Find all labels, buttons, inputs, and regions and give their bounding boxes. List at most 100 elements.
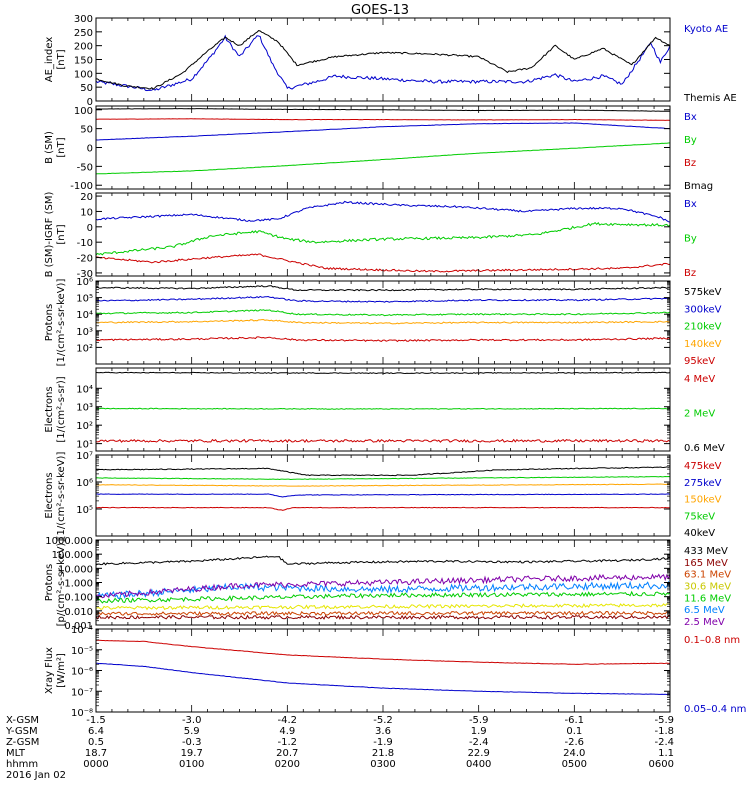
x-axis-value: 24.0: [563, 748, 585, 759]
x-axis-value: 0500: [562, 759, 587, 770]
y-tick-label-protons1: 10⁶: [76, 277, 93, 288]
legend-label-protons1-4: 95keV: [684, 356, 715, 367]
panel-frame-electrons2: [95, 454, 671, 537]
y-tick-label-db: -10: [77, 238, 93, 249]
series-line-protons1-0: [96, 285, 670, 292]
x-axis-table: X-GSM -1.5 -3.0 -4.2 -5.2 -5.9 -6.1 -5.9 Y-GSM 6.…: [5, 715, 674, 781]
y-tick-label-b: 100: [74, 106, 93, 117]
legend-label-electrons2-0: 475keV: [684, 461, 722, 472]
y-axis-label-ae-1: [nT]: [56, 49, 67, 69]
y-tick-label-protons2: 10.000: [58, 564, 93, 575]
legend-label-electrons1-0: 4 MeV: [684, 374, 715, 385]
y-axis-label-xray-1: [W/m²]: [56, 653, 67, 688]
legend-label-db-2: Bz: [684, 268, 696, 279]
y-tick-label-ae: 100: [74, 69, 93, 80]
y-axis-label-b-1: [nT]: [56, 137, 67, 157]
panel-protons1: 575keV 300keV 210keV 140keV 95keV 10² 10³ 10⁴ 10…: [44, 277, 722, 367]
y-axis-label-db-0: B (SM)-IGRF (SM): [44, 192, 55, 278]
x-axis-value: 0.5: [88, 737, 104, 748]
x-axis-value: 3.6: [375, 726, 391, 737]
x-axis-value: -6.1: [565, 715, 585, 726]
x-axis-value: -3.0: [182, 715, 202, 726]
x-axis-value: 5.9: [184, 726, 200, 737]
y-tick-label-db: -20: [77, 254, 93, 265]
x-axis-value: 0.1: [566, 726, 582, 737]
y-tick-label-xray: 10⁻⁷: [71, 687, 93, 698]
x-axis-value: -0.3: [182, 737, 202, 748]
figure-title: GOES-13: [351, 3, 409, 18]
y-tick-label-db: -30: [77, 269, 93, 280]
y-tick-label-electrons1: 10¹: [76, 440, 93, 451]
y-tick-label-electrons2: 10⁶: [76, 478, 93, 489]
series-line-electrons2-2: [96, 483, 670, 487]
y-tick-label-db: 10: [80, 207, 93, 218]
y-tick-label-protons2: 0.010: [64, 607, 93, 618]
y-tick-label-electrons1: 10³: [76, 403, 93, 414]
y-tick-label-electrons1: 10⁴: [76, 384, 93, 395]
legend-label-protons2-1: 165 MeV: [684, 558, 728, 569]
y-tick-label-ae: 200: [74, 42, 93, 53]
series-line-protons1-4: [96, 336, 670, 343]
y-axis-label-b-0: B (SM): [44, 131, 55, 164]
legend-label-electrons1-2: 0.6 MeV: [684, 443, 725, 454]
series-line-protons2-3: [96, 603, 670, 611]
x-axis-value: -2.4: [654, 737, 674, 748]
series-line-protons2-6: [96, 573, 670, 599]
y-axis-label-db-1: [nT]: [56, 224, 67, 244]
legend-label-ae-1: Themis AE: [683, 93, 737, 104]
y-axis-label-electrons1-0: Electrons: [44, 386, 55, 432]
y-tick-label-protons2: 1000.000: [45, 536, 93, 547]
panel-db: Bx By Bz -30 -20 -10 0 10 20 B (SM)-IGRF (SM) [nT]: [44, 192, 697, 280]
y-tick-label-electrons1: 10²: [76, 421, 93, 432]
x-axis-value: 4.9: [279, 726, 295, 737]
y-axis-label-electrons1-1: [1/(cm²-s-sr)]: [56, 376, 67, 442]
x-axis-value: 0200: [275, 759, 300, 770]
series-line-ae-0: [96, 34, 670, 92]
legend-label-protons1-2: 210keV: [684, 322, 722, 333]
series-line-protons1-3: [96, 318, 670, 325]
x-axis-row-label: MLT: [6, 748, 26, 759]
y-tick-label-protons1: 10⁴: [76, 310, 93, 321]
y-axis-label-protons2-1: [p/(cm²-s-sr-keV)]: [56, 539, 67, 627]
y-tick-label-xray: 10⁻⁵: [71, 646, 93, 657]
x-axis-row-label: hhmm: [6, 759, 38, 770]
legend-label-protons2-0: 433 MeV: [684, 546, 728, 557]
y-tick-label-electrons2: 10⁷: [76, 451, 93, 462]
series-line-b-1: [96, 142, 670, 175]
legend-label-db-1: By: [684, 234, 697, 245]
y-axis-label-electrons2-1: [1/(cm²-s-sr-keV)]: [56, 452, 67, 540]
legend-label-protons2-4: 11.6 MeV: [684, 593, 731, 604]
y-axis-label-electrons2-0: Electrons: [44, 472, 55, 518]
y-tick-label-protons1: 10³: [76, 327, 93, 338]
series-line-protons2-0: [96, 555, 670, 566]
series-line-protons1-1: [96, 295, 670, 303]
x-axis-value: 0100: [179, 759, 204, 770]
legend-label-protons1-1: 300keV: [684, 304, 722, 315]
x-axis-value: 0400: [466, 759, 491, 770]
series-line-db-0: [96, 200, 670, 223]
x-axis-value: -5.9: [469, 715, 489, 726]
x-axis-row-label: X-GSM: [6, 715, 39, 726]
series-line-electrons2-0: [96, 506, 670, 511]
series-line-xray-0: [96, 639, 670, 665]
x-axis-value: 19.7: [181, 748, 203, 759]
y-tick-label-b: -100: [70, 181, 93, 192]
y-tick-label-electrons2: 10⁵: [76, 505, 93, 516]
legend-label-protons1-0: 575keV: [684, 287, 722, 298]
legend-label-protons2-6: 2.5 MeV: [684, 617, 725, 628]
panel-electrons2: 475keV 275keV 150keV 75keV 40keV 10⁵ 10⁶ 10⁷ Ele…: [44, 451, 722, 539]
y-tick-label-db: 0: [87, 223, 93, 234]
x-axis-value: -1.9: [373, 737, 393, 748]
x-axis-value: -2.6: [565, 737, 585, 748]
legend-label-db-0: Bx: [684, 199, 697, 210]
series-line-ae-1: [96, 30, 670, 90]
y-tick-label-b: 50: [80, 125, 93, 136]
legend-label-electrons1-1: 2 MeV: [684, 409, 715, 420]
x-axis-value: 20.7: [276, 748, 298, 759]
series-line-protons2-4: [96, 590, 670, 604]
legend-label-xray-1: 0.05–0.4 nm: [684, 704, 746, 715]
panel-frame-protons2: [95, 539, 671, 626]
series-line-electrons1-0: [96, 438, 670, 443]
